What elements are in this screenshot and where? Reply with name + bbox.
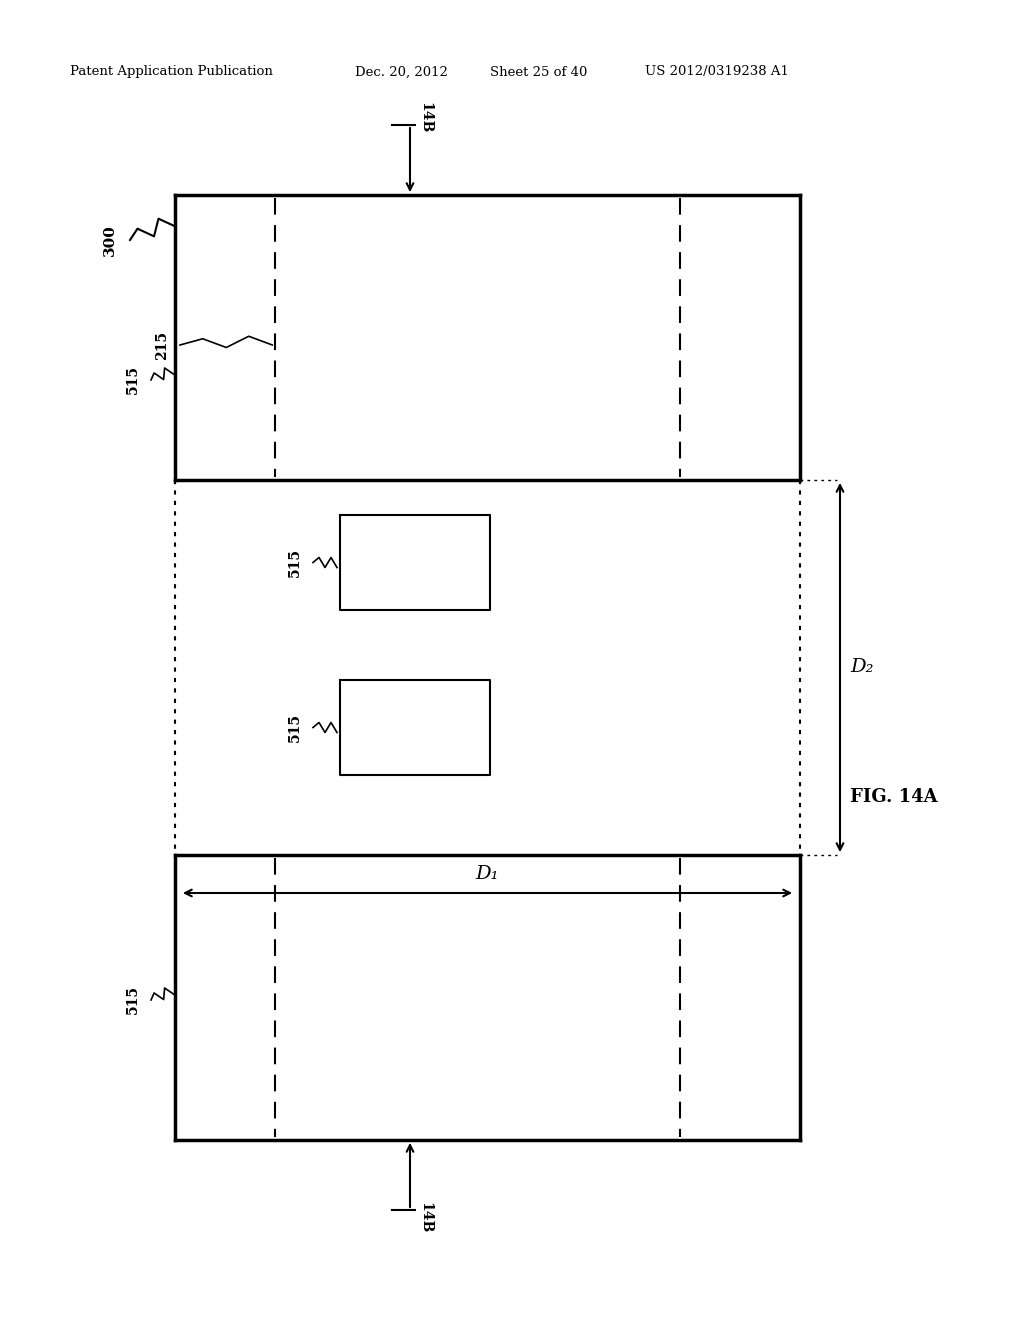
Text: 515: 515 <box>126 366 140 395</box>
Text: 14B: 14B <box>418 102 432 133</box>
Text: 215: 215 <box>155 330 169 359</box>
Text: Sheet 25 of 40: Sheet 25 of 40 <box>490 66 588 78</box>
Text: 515: 515 <box>288 548 302 577</box>
Text: D₁: D₁ <box>476 865 500 883</box>
Text: D₂: D₂ <box>850 659 873 676</box>
Text: US 2012/0319238 A1: US 2012/0319238 A1 <box>645 66 788 78</box>
Text: 14B: 14B <box>418 1203 432 1233</box>
Text: FIG. 14A: FIG. 14A <box>850 788 938 807</box>
Text: 300: 300 <box>103 224 117 256</box>
Text: 515: 515 <box>288 713 302 742</box>
Text: Patent Application Publication: Patent Application Publication <box>70 66 272 78</box>
Text: Dec. 20, 2012: Dec. 20, 2012 <box>355 66 447 78</box>
Text: 515: 515 <box>126 986 140 1015</box>
